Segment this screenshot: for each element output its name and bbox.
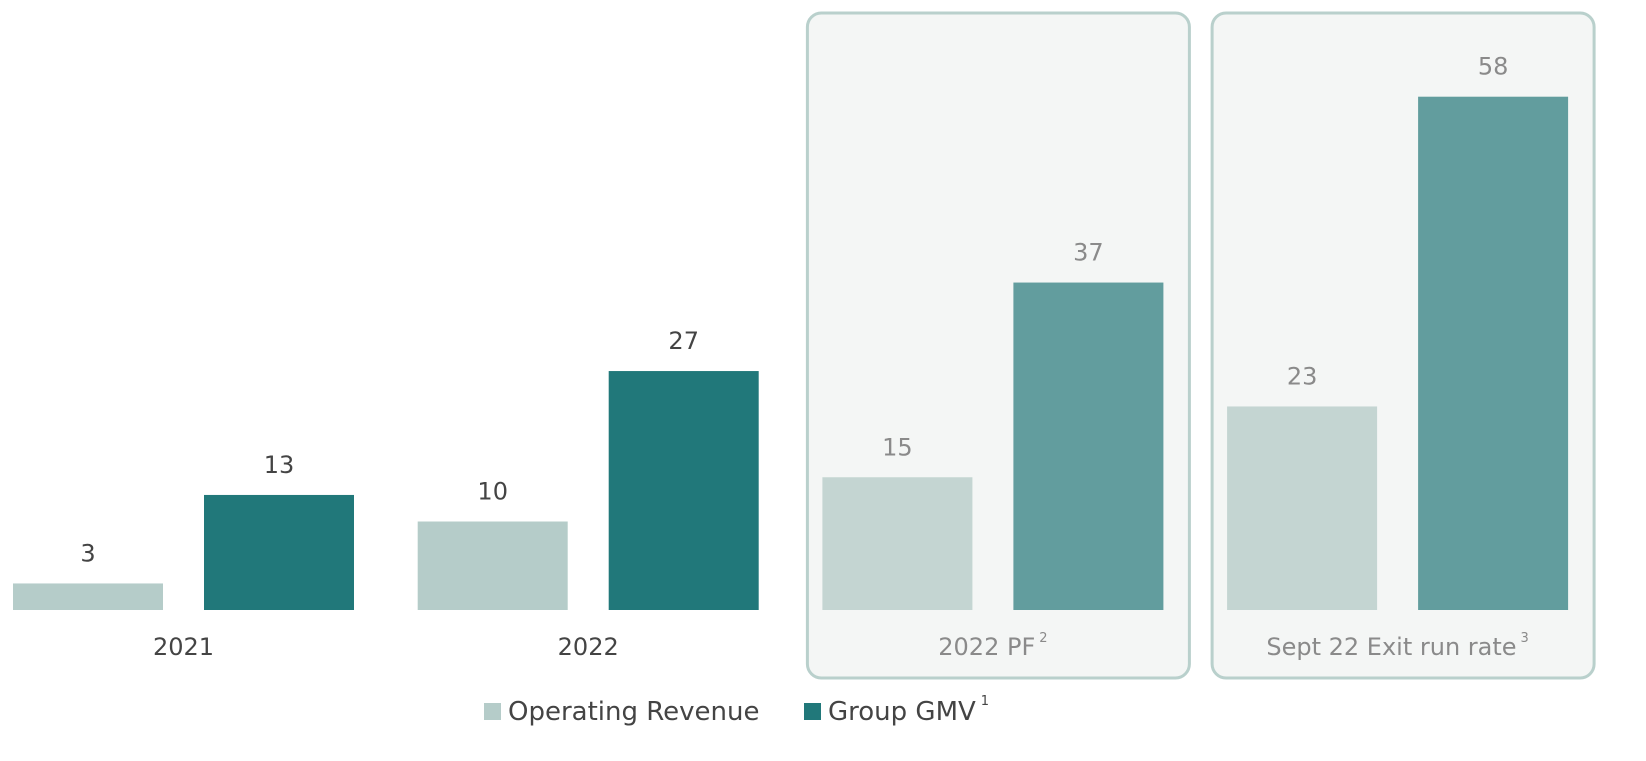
value-label: 37: [1073, 239, 1104, 267]
value-label: 58: [1478, 53, 1509, 81]
legend-label: Group GMV 1: [828, 694, 989, 727]
value-label: 15: [882, 433, 913, 461]
x-tick-label: 2022 PF 2: [938, 631, 1047, 662]
bar: [13, 583, 163, 610]
legend-label: Operating Revenue: [508, 697, 759, 727]
bar: [1013, 282, 1164, 610]
category-name: Sept 22 Exit run rate: [1266, 633, 1516, 661]
footnote-mark: 3: [1521, 631, 1529, 646]
category-name: 2021: [153, 633, 214, 661]
bar: [608, 371, 759, 610]
bar: [822, 477, 973, 610]
legend-name: Operating Revenue: [508, 697, 759, 727]
legend-swatch: [804, 703, 821, 720]
value-label: 23: [1287, 362, 1318, 390]
footnote-mark: 1: [981, 694, 989, 709]
category-name: 2022 PF: [938, 633, 1035, 661]
footnote-mark: 2: [1039, 631, 1047, 646]
value-label: 3: [80, 539, 95, 567]
x-tick-label: 2022: [558, 633, 619, 661]
value-label: 10: [477, 478, 508, 506]
legend-name: Group GMV: [828, 697, 976, 727]
value-label: 13: [264, 451, 295, 479]
bar: [1418, 96, 1569, 610]
legend-swatch: [484, 703, 501, 720]
bar: [204, 494, 354, 610]
bar: [1227, 406, 1378, 610]
value-label: 27: [668, 327, 699, 355]
category-name: 2022: [558, 633, 619, 661]
x-tick-label: 2021: [153, 633, 214, 661]
x-tick-label: Sept 22 Exit run rate 3: [1266, 631, 1528, 662]
bar: [417, 521, 568, 610]
